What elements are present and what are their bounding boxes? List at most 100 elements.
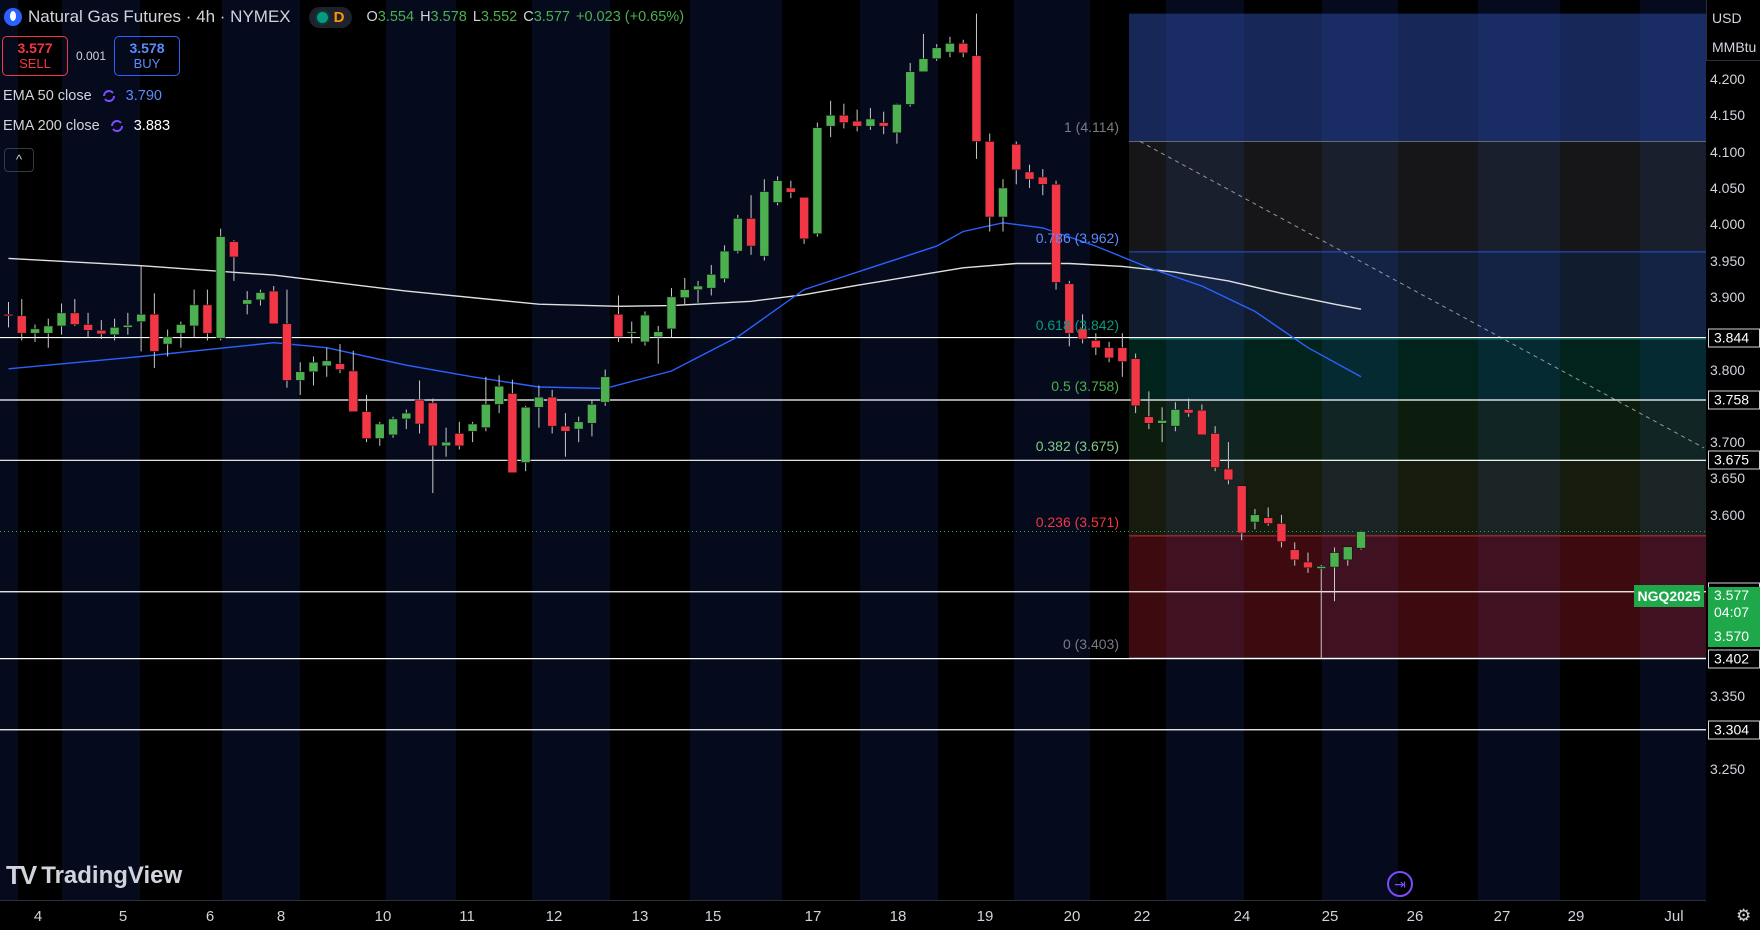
data-badge: D xyxy=(333,8,345,26)
candle xyxy=(626,321,637,344)
time-axis-border xyxy=(0,900,1706,901)
candle-body xyxy=(971,55,982,142)
session-band xyxy=(1244,0,1322,900)
candle-body xyxy=(1144,416,1154,424)
candle-body xyxy=(401,412,412,420)
buy-button[interactable]: 3.578 BUY xyxy=(114,36,180,76)
candle-body xyxy=(931,47,942,59)
candle-body xyxy=(467,423,478,432)
candle xyxy=(839,103,849,129)
indicator-label: EMA 50 close xyxy=(3,88,92,104)
session-band xyxy=(1640,0,1706,900)
candle-body xyxy=(839,115,849,123)
candle-body xyxy=(441,441,451,447)
scroll-to-realtime-button[interactable]: ⇥ xyxy=(1387,871,1413,897)
candle xyxy=(825,100,836,138)
sell-button[interactable]: 3.577 SELL xyxy=(2,36,68,76)
candle xyxy=(1064,280,1075,347)
candle-body xyxy=(1011,144,1022,171)
indicator-value: 3.790 xyxy=(125,88,162,104)
candle xyxy=(653,325,664,364)
candle xyxy=(905,63,915,107)
indicator-ema200[interactable]: EMA 200 close 3.883 xyxy=(3,117,170,135)
candle-body xyxy=(759,191,770,257)
unit-label[interactable]: MMBtu xyxy=(1712,39,1757,55)
session-band xyxy=(222,0,300,900)
candle xyxy=(547,389,557,434)
session-band xyxy=(1478,0,1560,900)
candle-body xyxy=(1064,283,1075,334)
candle xyxy=(719,245,730,283)
gear-icon[interactable]: ⚙ xyxy=(1736,906,1752,925)
price-tick: 4.000 xyxy=(1710,216,1746,233)
candle-body xyxy=(202,304,213,334)
candle xyxy=(613,295,624,342)
candle-body xyxy=(321,360,332,367)
session-band xyxy=(1166,0,1244,900)
price-tick: 4.200 xyxy=(1710,71,1746,87)
candle xyxy=(520,405,531,472)
collapse-legend-button[interactable]: ^ xyxy=(4,148,34,172)
price-level-tag: 3.844 xyxy=(1708,328,1760,348)
candle-body xyxy=(295,371,306,381)
candle xyxy=(1117,333,1128,377)
time-tick: 27 xyxy=(1493,908,1511,925)
candle-body xyxy=(229,241,239,258)
candle xyxy=(772,176,783,206)
candle-body xyxy=(16,315,27,334)
price-tick: 3.950 xyxy=(1710,252,1746,269)
market-status-pill[interactable]: D xyxy=(308,6,353,28)
candle xyxy=(96,320,107,340)
candle xyxy=(162,329,173,357)
chevron-up-icon: ^ xyxy=(15,152,23,167)
time-tick: 12 xyxy=(545,908,563,925)
candle xyxy=(799,197,809,244)
candle-body xyxy=(215,236,226,339)
candle xyxy=(123,312,133,335)
candle-body xyxy=(374,423,385,439)
candle xyxy=(454,421,465,450)
symbol-title[interactable]: Natural Gas Futures · 4h · NYMEX xyxy=(28,7,291,26)
candle-body xyxy=(626,331,637,334)
session-band xyxy=(1014,0,1090,900)
candle-body xyxy=(1263,517,1273,524)
fib-level-label: 0.5 (3.758) xyxy=(1051,378,1119,395)
candle-body xyxy=(335,363,345,370)
candle xyxy=(878,111,889,135)
candle xyxy=(812,122,823,237)
candle xyxy=(481,376,491,432)
candle-body xyxy=(1104,347,1114,359)
candle-body xyxy=(746,218,756,247)
session-band xyxy=(300,0,386,900)
candle-body xyxy=(706,274,717,289)
time-tick: 22 xyxy=(1133,908,1151,925)
price-tick: 3.800 xyxy=(1710,361,1746,378)
unit-box[interactable] xyxy=(1706,0,1760,61)
candle-body xyxy=(878,122,889,127)
indicator-ema50[interactable]: EMA 50 close 3.790 xyxy=(3,87,162,105)
session-band xyxy=(386,0,456,900)
candle-body xyxy=(268,290,279,325)
candle-body xyxy=(454,433,465,447)
candle xyxy=(282,289,292,388)
candle-body xyxy=(640,314,650,343)
candle xyxy=(494,375,504,414)
candle-body xyxy=(136,314,146,322)
time-tick: 25 xyxy=(1321,908,1339,925)
candle xyxy=(534,385,544,428)
candle-body xyxy=(865,118,876,127)
candle-body xyxy=(149,314,160,352)
currency-label[interactable]: USD xyxy=(1712,10,1742,26)
session-band xyxy=(1322,0,1398,900)
price-axis[interactable] xyxy=(1706,0,1760,900)
candle-body xyxy=(428,402,438,447)
price-tick: 4.100 xyxy=(1710,143,1746,160)
fib-zone xyxy=(1129,13,1706,142)
candle-body xyxy=(998,187,1008,218)
candle-body xyxy=(693,285,703,290)
candle xyxy=(242,291,252,315)
tradingview-watermark: TV TradingView xyxy=(6,860,183,890)
candle-body xyxy=(1276,523,1287,542)
time-tick: 15 xyxy=(704,908,722,925)
